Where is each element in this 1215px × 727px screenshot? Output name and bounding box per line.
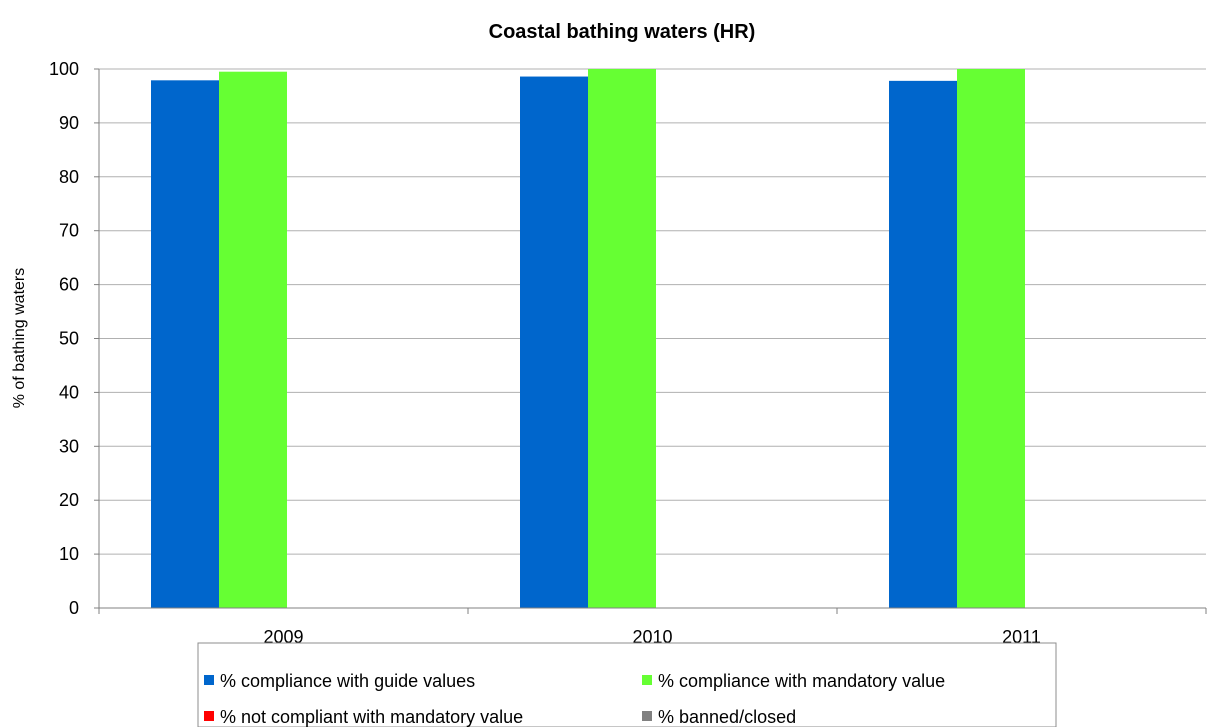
legend-label-guide: % compliance with guide values [220, 671, 475, 691]
bar-2010-series-0 [520, 76, 588, 608]
legend-swatch-not-compliant [204, 711, 214, 721]
y-tick-label: 70 [59, 221, 79, 241]
y-tick-label: 60 [59, 275, 79, 295]
y-tick-label: 20 [59, 490, 79, 510]
legend-label-banned: % banned/closed [658, 707, 796, 727]
y-tick-label: 80 [59, 167, 79, 187]
x-tick-label: 2009 [263, 627, 303, 647]
bar-2011-series-1 [957, 69, 1025, 608]
y-tick-label: 90 [59, 113, 79, 133]
bars [151, 69, 1025, 609]
legend-swatch-guide [204, 675, 214, 685]
y-axis-label: % of bathing waters [11, 268, 28, 409]
x-tick-label: 2010 [632, 627, 672, 647]
bar-2010-series-1 [588, 69, 656, 608]
legend-label-mandatory: % compliance with mandatory value [658, 671, 945, 691]
legend-swatch-banned [642, 711, 652, 721]
legend-label-not-compliant: % not compliant with mandatory value [220, 707, 523, 727]
chart-title: Coastal bathing waters (HR) [489, 21, 756, 43]
y-tick-label: 30 [59, 436, 79, 456]
y-tick-label: 40 [59, 382, 79, 402]
x-tick-labels: 2009 2010 2011 [263, 627, 1040, 647]
legend: % compliance with guide values % complia… [197, 642, 1057, 727]
bar-2009-series-1 [219, 71, 287, 608]
legend-box [197, 642, 1057, 727]
bar-2009-series-0 [151, 80, 219, 609]
y-tick-labels: 0 10 20 30 40 50 60 70 80 90 100 [49, 59, 99, 618]
y-tick-label: 50 [59, 329, 79, 349]
y-tick-label: 0 [69, 598, 79, 618]
x-tick-label: 2011 [1002, 627, 1041, 647]
y-tick-label: 10 [59, 544, 79, 564]
y-tick-label: 100 [49, 59, 79, 79]
bar-2011-series-0 [889, 80, 957, 608]
legend-swatch-mandatory [642, 675, 652, 685]
